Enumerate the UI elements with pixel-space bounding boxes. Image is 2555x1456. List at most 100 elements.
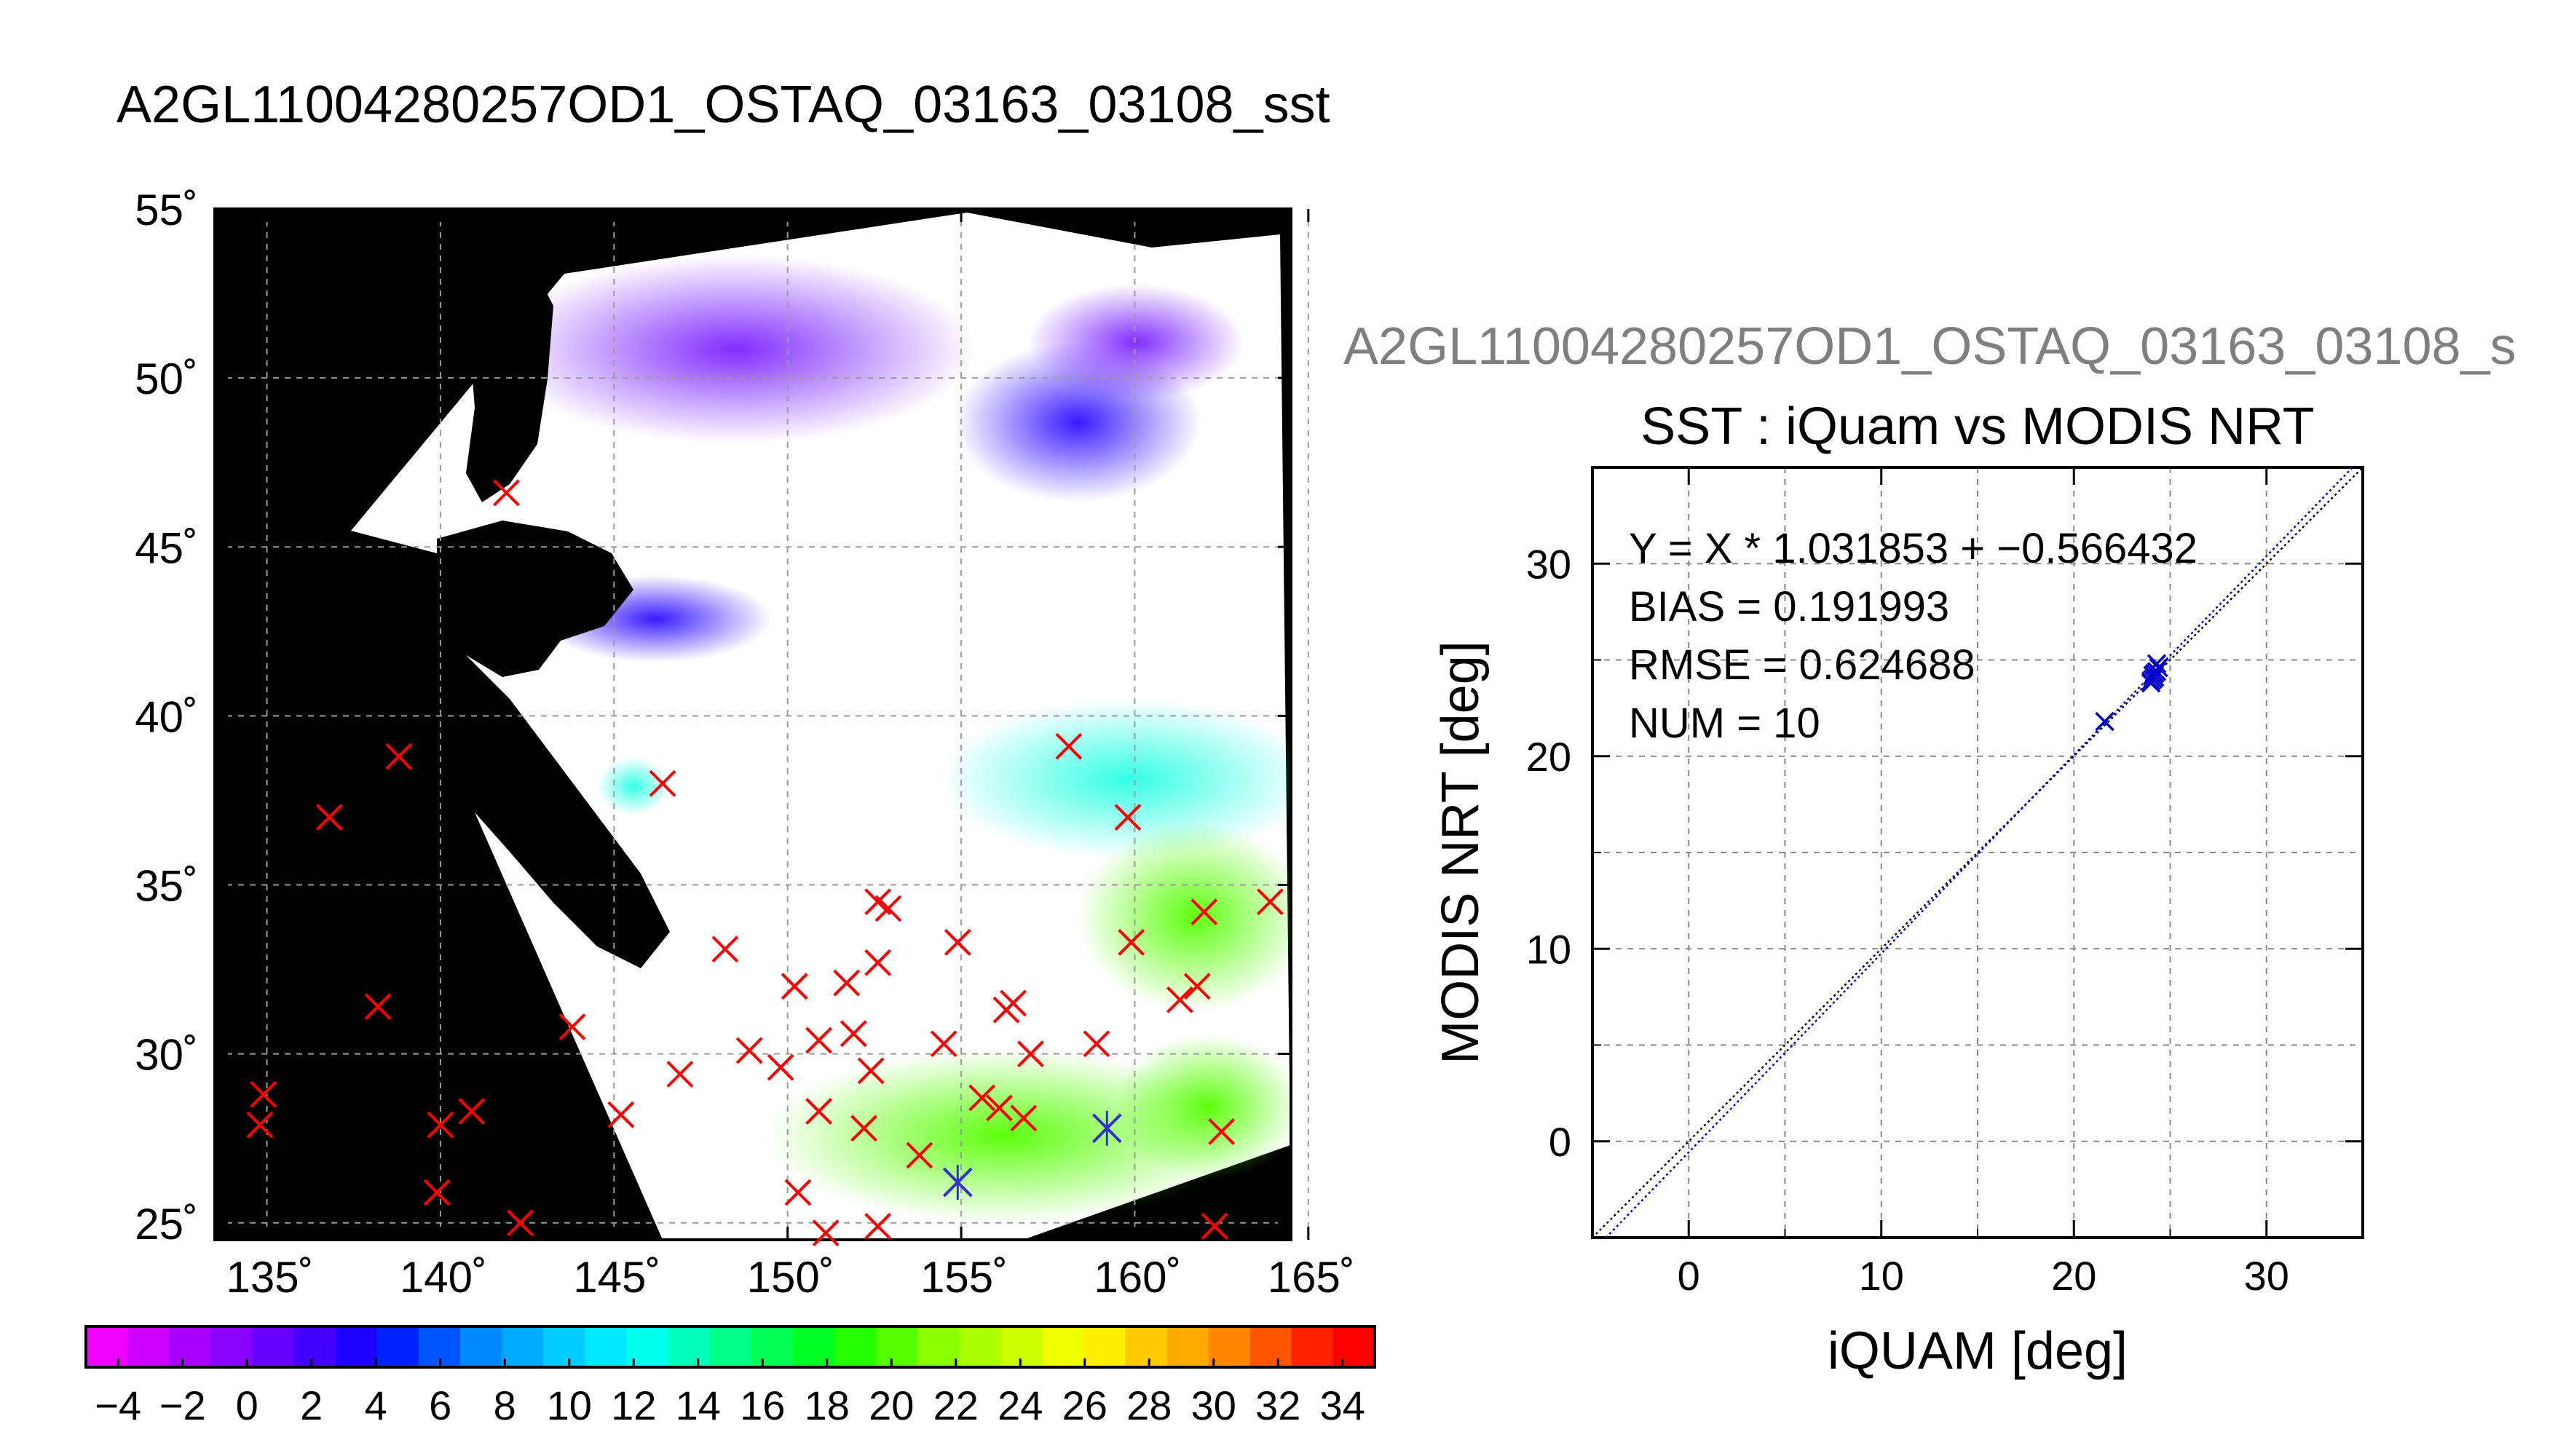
y-tick-label: 0 bbox=[1549, 1119, 1571, 1165]
colorbar-label: 34 bbox=[1320, 1382, 1365, 1428]
colorbar-label: 2 bbox=[300, 1382, 323, 1428]
lon-tick-label: 145˚ bbox=[573, 1253, 660, 1302]
colorbar-label: −2 bbox=[159, 1382, 206, 1428]
colorbar-swatch bbox=[1125, 1326, 1168, 1367]
scatter-point bbox=[2095, 711, 2114, 732]
colorbar-label: 30 bbox=[1191, 1382, 1236, 1428]
lat-tick-label: 35˚ bbox=[135, 862, 198, 911]
scatter-point bbox=[2147, 662, 2167, 681]
buoy-marker bbox=[493, 479, 520, 507]
buoy-marker bbox=[906, 1142, 933, 1169]
colorbar-swatch bbox=[376, 1326, 419, 1367]
scatter-point bbox=[2149, 657, 2168, 678]
colorbar-label: 26 bbox=[1062, 1382, 1107, 1428]
colorbar-frame bbox=[84, 1325, 1376, 1369]
buoy-marker bbox=[607, 1101, 635, 1128]
regression-line bbox=[1605, 467, 2353, 1238]
colorbar-label: 20 bbox=[869, 1382, 914, 1428]
buoy-marker bbox=[767, 1053, 794, 1081]
buoy-marker bbox=[1017, 1040, 1044, 1068]
num-value: NUM = 10 bbox=[1629, 700, 1820, 747]
colorbar-swatch bbox=[668, 1326, 711, 1367]
buoy-marker bbox=[840, 1020, 867, 1048]
x-tick-label: 20 bbox=[2051, 1253, 2096, 1299]
colorbar-label: 18 bbox=[805, 1382, 850, 1428]
x-tick-label: 30 bbox=[2244, 1253, 2289, 1299]
buoy-marker bbox=[385, 743, 413, 770]
buoy-marker bbox=[250, 1080, 277, 1108]
buoy-marker bbox=[649, 769, 676, 797]
colorbar-swatch bbox=[834, 1326, 877, 1367]
colorbar-swatch bbox=[585, 1326, 628, 1367]
buoy-marker bbox=[1083, 1030, 1110, 1058]
buoy-marker bbox=[992, 996, 1020, 1024]
colorbar-swatch bbox=[1042, 1326, 1085, 1367]
buoy-marker bbox=[427, 1111, 454, 1139]
lat-tick-label: 25˚ bbox=[135, 1200, 198, 1249]
buoy-marker bbox=[968, 1084, 996, 1112]
colorbar-swatch bbox=[127, 1326, 170, 1367]
colorbar-label: 0 bbox=[236, 1382, 258, 1428]
buoy-marker bbox=[944, 929, 971, 956]
buoy-marker bbox=[805, 1026, 833, 1054]
cold-sst-region bbox=[1027, 284, 1245, 400]
colorbar-label: 32 bbox=[1255, 1382, 1300, 1428]
buoy-marker bbox=[833, 969, 861, 997]
buoy-marker bbox=[315, 804, 343, 831]
colorbar-swatch bbox=[252, 1326, 295, 1367]
lon-tick-label: 160˚ bbox=[1094, 1253, 1181, 1302]
colorbar-label: 24 bbox=[998, 1382, 1043, 1428]
colorbar-swatch bbox=[751, 1326, 794, 1367]
colorbar-swatch bbox=[1291, 1326, 1334, 1367]
buoy-marker bbox=[986, 1094, 1013, 1122]
lat-tick-label: 45˚ bbox=[135, 523, 198, 572]
colorbar-swatch bbox=[959, 1326, 1002, 1367]
buoy-marker bbox=[857, 1057, 885, 1085]
buoy-marker bbox=[784, 1179, 812, 1206]
colorbar-swatch bbox=[917, 1326, 960, 1367]
colorbar-label: 6 bbox=[429, 1382, 451, 1428]
lon-tick-label: 155˚ bbox=[920, 1253, 1008, 1302]
colorbar-label: −4 bbox=[95, 1382, 141, 1428]
buoy-marker bbox=[1208, 1118, 1236, 1145]
buoy-marker bbox=[1118, 929, 1145, 956]
buoy-marker bbox=[864, 1213, 892, 1240]
colorbar-swatch bbox=[293, 1326, 336, 1367]
colorbar-label: 8 bbox=[494, 1382, 516, 1428]
x-axis-label: iQUAM [deg] bbox=[1828, 1322, 2128, 1380]
colorbar-label: 16 bbox=[740, 1382, 785, 1428]
buoy-marker bbox=[1114, 804, 1142, 831]
buoy-marker bbox=[1055, 732, 1083, 760]
colorbar-swatch bbox=[1249, 1326, 1292, 1367]
buoy-marker bbox=[1201, 1213, 1228, 1240]
lon-tick-label: 140˚ bbox=[400, 1253, 487, 1302]
buoy-marker bbox=[864, 888, 892, 916]
fit-equation: Y = X * 1.031853 + −0.566432 bbox=[1629, 525, 2197, 572]
scatter-point bbox=[2141, 673, 2161, 693]
buoy-marker bbox=[850, 1115, 877, 1142]
page-title: A2GL11004280257OD1_OSTAQ_03163_03108_sst bbox=[117, 76, 1330, 134]
x-tick-label: 0 bbox=[1678, 1253, 1700, 1299]
warm-sst-region bbox=[1078, 823, 1291, 1012]
buoy-marker bbox=[1010, 1104, 1038, 1132]
fit-lines bbox=[1592, 467, 2364, 1238]
buoy-marker bbox=[364, 993, 392, 1021]
colorbar-label: 10 bbox=[547, 1382, 592, 1428]
swath-layer bbox=[351, 213, 1291, 1240]
colorbar-swatch bbox=[1208, 1326, 1251, 1367]
buoy-marker bbox=[735, 1037, 763, 1064]
lon-tick-label: 150˚ bbox=[747, 1253, 834, 1302]
colorbar-swatch bbox=[459, 1326, 502, 1367]
scatter-file-title: A2GL11004280257OD1_OSTAQ_03163_03108_s bbox=[1343, 317, 2516, 376]
lat-tick-label: 30˚ bbox=[135, 1031, 198, 1080]
buoy-marker bbox=[1183, 973, 1211, 1000]
colorbar-label: 12 bbox=[611, 1382, 656, 1428]
buoy-marker bbox=[711, 935, 739, 963]
colorbar-label: 14 bbox=[676, 1382, 721, 1428]
cold-sst-region bbox=[495, 255, 976, 444]
colorbar-swatch bbox=[210, 1326, 253, 1367]
x-tick-label: 10 bbox=[1859, 1253, 1904, 1299]
colorbar bbox=[84, 1325, 1376, 1369]
